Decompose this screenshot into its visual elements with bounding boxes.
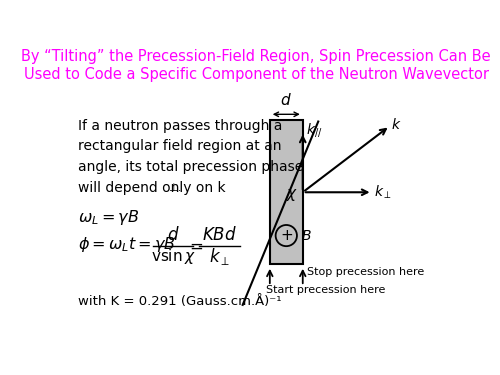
Text: Stop precession here: Stop precession here <box>308 267 424 277</box>
Text: $=$: $=$ <box>186 237 204 255</box>
Text: $\chi$: $\chi$ <box>286 187 298 203</box>
Text: $KBd$: $KBd$ <box>202 226 237 244</box>
Bar <box>270 120 303 264</box>
Text: $d$: $d$ <box>280 92 292 108</box>
Text: $B$: $B$ <box>301 229 312 243</box>
Text: will depend only on k: will depend only on k <box>78 181 226 195</box>
Text: $\omega_L = \gamma B$: $\omega_L = \gamma B$ <box>78 208 139 227</box>
Text: $d$: $d$ <box>166 226 179 244</box>
Text: Start precession here: Start precession here <box>266 285 386 296</box>
Text: angle, its total precession phase: angle, its total precession phase <box>78 160 303 174</box>
Text: $+$: $+$ <box>280 228 293 243</box>
Text: with K = 0.291 (Gauss.cm.Å)⁻¹: with K = 0.291 (Gauss.cm.Å)⁻¹ <box>78 295 282 308</box>
Text: $k_{//}$: $k_{//}$ <box>306 121 322 139</box>
Text: $k_\perp$: $k_\perp$ <box>374 184 392 201</box>
Text: $k$: $k$ <box>391 117 402 132</box>
Text: If a neutron passes through a: If a neutron passes through a <box>78 118 282 133</box>
Text: $k_\perp$: $k_\perp$ <box>209 246 230 267</box>
Text: ⊥.: ⊥. <box>168 183 181 193</box>
Text: By “Tilting” the Precession-Field Region, Spin Precession Can Be
Used to Code a : By “Tilting” the Precession-Field Region… <box>22 50 491 82</box>
Text: $\phi = \omega_L t = \gamma B$: $\phi = \omega_L t = \gamma B$ <box>78 235 176 254</box>
Text: $\mathrm{v}\sin\chi$: $\mathrm{v}\sin\chi$ <box>150 247 196 266</box>
Text: rectangular field region at an: rectangular field region at an <box>78 140 282 153</box>
